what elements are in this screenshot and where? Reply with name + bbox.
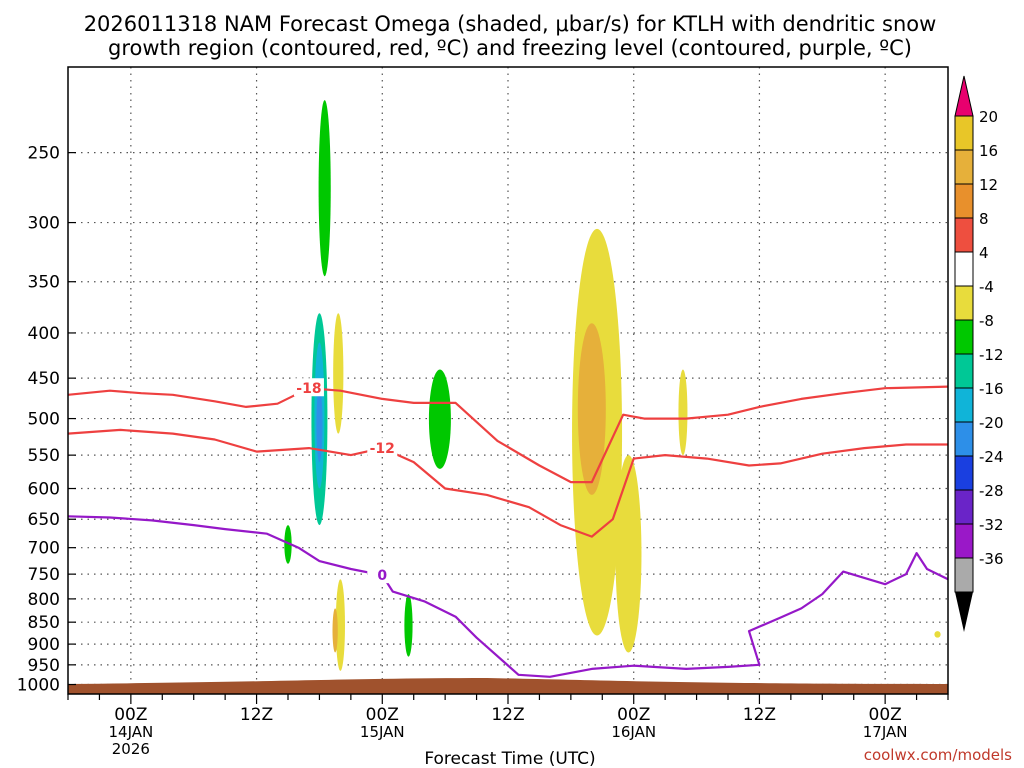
colorbar-label-8: -16 (979, 380, 1004, 398)
minus-12-isotherm-line (67, 428, 948, 538)
zero-isotherm-label: 0 (377, 568, 387, 584)
x-tick-label-0-1: 14JAN (108, 723, 153, 741)
colorbar-swatch-13 (954, 557, 974, 593)
y-tick-label-300: 300 (28, 214, 60, 234)
colorbar-label-2: 12 (979, 176, 998, 194)
y-tick-label-350: 350 (28, 273, 60, 293)
y-tick-label-550: 550 (28, 446, 60, 466)
colorbar-label-11: -28 (979, 482, 1004, 500)
omega-shading (284, 100, 941, 671)
colorbar-label-13: -36 (979, 550, 1004, 568)
y-tick-label-400: 400 (28, 324, 60, 344)
colorbar-label-0: 20 (979, 108, 998, 126)
credit-text: coolwx.com/models (864, 746, 1012, 764)
x-tick-label-6-0: 00Z (869, 705, 902, 725)
terrain-surface (68, 678, 948, 694)
colorbar-swatch-8 (954, 387, 974, 423)
omega-green-low-2 (404, 594, 413, 657)
colorbar-label-10: -24 (979, 448, 1004, 466)
temperature-contours: -18 -12 0 (67, 378, 949, 678)
omega-yellow-streak-b (678, 369, 688, 456)
colorbar-label-1: 16 (979, 142, 998, 160)
colorbar-bottom-arrow (955, 592, 973, 632)
x-tick-label-6-1: 17JAN (863, 723, 908, 741)
x-tick-label-0-0: 00Z (114, 705, 147, 725)
y-tick-label-250: 250 (28, 144, 60, 164)
minus-12-isotherm-label: -12 (370, 441, 395, 457)
colorbar-label-5: -4 (979, 278, 994, 296)
y-tick-label-450: 450 (28, 369, 60, 389)
chart-title-line2: growth region (contoured, red, ºC) and f… (108, 36, 912, 60)
minus-18-isotherm-label-bg (293, 378, 324, 397)
omega-yellow-blob-right (934, 631, 941, 638)
omega-green-low-1 (284, 525, 292, 564)
colorbar-swatch-10 (954, 455, 974, 491)
x-tick-label-1-0: 12Z (240, 705, 273, 725)
colorbar-legend: 20 16 12 8 4 -4 -8 -12 -16 -20 -24 -28 -32 -36 (954, 75, 1004, 632)
plot-area: -18 -12 0 (67, 66, 949, 695)
y-tick-label-650: 650 (28, 510, 60, 530)
colorbar-swatch-3 (954, 217, 974, 253)
colorbar-swatch-2 (954, 183, 974, 219)
y-tick-label-850: 850 (28, 613, 60, 633)
omega-yellow-streak-a (333, 313, 344, 434)
minus-12-isotherm-label-bg (367, 438, 398, 457)
colorbar-swatch-4 (954, 251, 974, 287)
omega-blue-core (316, 386, 323, 463)
y-tick-label-600: 600 (28, 480, 60, 500)
y-tick-label-500: 500 (28, 410, 60, 430)
x-tick-label-2-0: 00Z (366, 705, 399, 725)
y-tick-label-900: 900 (28, 635, 60, 655)
terrain-band (68, 678, 948, 694)
y-tick-label-750: 750 (28, 565, 60, 585)
zero-isotherm-line (67, 515, 949, 678)
x-tick-label-2-1: 15JAN (360, 723, 405, 741)
colorbar-swatch-11 (954, 489, 974, 525)
colorbar-label-7: -12 (979, 346, 1004, 364)
omega-green-lens (428, 369, 451, 469)
omega-yellow-low (335, 579, 345, 671)
colorbar-swatch-1 (954, 149, 974, 185)
omega-green-streak-upper (318, 100, 331, 277)
colorbar-swatch-5 (954, 285, 974, 321)
colorbar-swatch-7 (954, 353, 974, 389)
colorbar-swatch-0 (954, 115, 974, 151)
colorbar-top-arrow (954, 75, 974, 117)
y-tick-label-700: 700 (28, 539, 60, 559)
x-tick-label-4-0: 00Z (617, 705, 650, 725)
y-axis: 2503003504004505005506006507007508008509… (17, 144, 76, 696)
colorbar-swatch-6 (954, 319, 974, 355)
y-tick-label-1000: 1000 (17, 676, 60, 696)
minus-18-isotherm-line (67, 385, 949, 484)
omega-orange-low (332, 608, 338, 653)
colorbar-label-6: -8 (979, 312, 994, 330)
zero-isotherm-label-bg (367, 565, 398, 584)
x-tick-label-4-1: 16JAN (611, 723, 656, 741)
colorbar-swatch-9 (954, 421, 974, 457)
colorbar-swatch-12 (954, 523, 974, 559)
y-tick-label-950: 950 (28, 656, 60, 676)
y-tick-label-800: 800 (28, 590, 60, 610)
colorbar-label-12: -32 (979, 516, 1004, 534)
omega-yellow-lower-branch (615, 455, 642, 653)
colorbar-label-9: -20 (979, 414, 1004, 432)
colorbar-label-4: 4 (979, 244, 989, 262)
gridlines (68, 67, 948, 694)
x-tick-label-3-0: 12Z (491, 705, 524, 725)
x-tick-label-5-0: 12Z (743, 705, 776, 725)
omega-orange-core (577, 323, 606, 495)
colorbar-label-3: 8 (979, 210, 989, 228)
x-tick-label-0-2: 2026 (112, 740, 150, 758)
x-axis-label: Forecast Time (UTC) (424, 749, 595, 768)
chart-title-line1: 2026011318 NAM Forecast Omega (shaded, μ… (84, 12, 937, 36)
minus-18-isotherm-label: -18 (296, 381, 321, 397)
